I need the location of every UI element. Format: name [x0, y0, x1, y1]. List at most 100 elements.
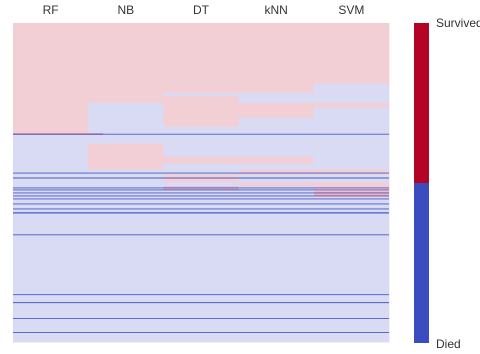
column-label-NB: NB	[117, 3, 134, 17]
heatmap-cell-RF-run-10	[13, 143, 89, 157]
heatmap-grid	[13, 23, 390, 343]
heatmap-cell-NB-run-11	[88, 156, 164, 164]
heatmap-cell-SVM-run-13	[313, 169, 390, 175]
heatmap-cell-RF-run-9	[13, 134, 89, 145]
heatmap-cell-kNN-run-15	[238, 182, 315, 187]
heatmap-cell-SVM-run-1	[313, 83, 390, 94]
heatmap-cell-RF-run-16	[13, 186, 89, 192]
heatmap-cell-RF-run-18	[13, 197, 89, 343]
heatmap-cell-NB-run-12	[88, 163, 164, 170]
heatmap-cell-DT-run-14	[163, 174, 239, 183]
heatmap-cell-DT-run-11	[163, 156, 239, 164]
heatmap-cell-NB-run-16	[88, 186, 164, 192]
heatmap-cell-SVM-run-7	[313, 126, 390, 135]
heatmap-cell-NB-run-18	[88, 197, 164, 343]
heatmap-cell-kNN-run-14	[238, 174, 315, 183]
column-label-RF: RF	[43, 3, 59, 17]
heatmap-cell-kNN-run-5	[238, 107, 315, 119]
heatmap-cell-SVM-run-16	[313, 186, 390, 192]
heatmap-cell-kNN-run-12	[238, 163, 315, 170]
heatmap-cell-RF-run-11	[13, 156, 89, 164]
heatmap-cell-NB-run-10	[88, 143, 164, 157]
heatmap-cell-DT-run-7	[163, 126, 239, 135]
heatmap-cell-kNN-run-7	[238, 126, 315, 135]
heatmap-cell-kNN-run-6	[238, 117, 315, 128]
heatmap-cell-SVM-run-2	[313, 92, 390, 97]
heatmap-cell-NB-run-6	[88, 117, 164, 128]
heatmap-cell-NB-run-7	[88, 126, 164, 135]
heatmap-cell-RF-run-13	[13, 169, 89, 175]
column-label-DT: DT	[193, 3, 210, 17]
heatmap-cell-NB-run-5	[88, 107, 164, 119]
heatmap-cell-NB-run-4	[88, 102, 164, 109]
heatmap-cell-DT-run-10	[163, 143, 239, 157]
heatmap-cell-RF-run-2	[13, 92, 89, 97]
heatmap-cell-SVM-run-9	[313, 134, 390, 145]
heatmap-cell-RF-run-7	[13, 126, 89, 135]
heatmap-cell-DT-run-9	[163, 134, 239, 145]
heatmap-cell-DT-run-2	[163, 92, 239, 97]
colorbar: Survived Died	[414, 16, 480, 351]
heatmap-cell-NB-run-3	[88, 95, 164, 104]
heatmap-cell-NB-run-1	[88, 83, 164, 94]
heatmap-cell-SVM-run-3	[313, 95, 390, 104]
heatmap-cell-DT-run-5	[163, 107, 239, 119]
heatmap-cell-DT-run-15	[163, 182, 239, 187]
heatmap-cell-kNN-run-10	[238, 143, 315, 157]
heatmap-cell-kNN-run-18	[238, 197, 315, 343]
heatmap-cell-DT-run-12	[163, 163, 239, 170]
heatmap-cell-SVM-run-6	[313, 117, 390, 128]
heatmap-cell-RF-run-17	[13, 191, 89, 198]
heatmap-cell-DT-run-3	[163, 95, 239, 104]
heatmap-cell-SVM-run-4	[313, 102, 390, 109]
colorbar-label-died: Died	[436, 337, 461, 351]
heatmap-cell-kNN-run-0	[238, 23, 315, 85]
colorbar-label-survived: Survived	[436, 16, 480, 30]
heatmap-cell-kNN-run-1	[238, 83, 315, 94]
colorbar-died-swatch	[414, 183, 429, 343]
heatmap-cell-SVM-run-0	[313, 23, 390, 85]
heatmap-cell-SVM-run-11	[313, 156, 390, 164]
heatmap-cell-NB-run-15	[88, 182, 164, 187]
column-labels: RF NB DT kNN SVM	[43, 3, 365, 17]
heatmap-cell-DT-run-4	[163, 102, 239, 109]
heatmap-cell-NB-run-9	[88, 134, 164, 145]
heatmap-cell-kNN-run-17	[238, 191, 315, 198]
heatmap-cell-SVM-run-14	[313, 174, 390, 183]
heatmap-cell-RF-run-4	[13, 102, 89, 109]
heatmap-cell-NB-run-14	[88, 174, 164, 183]
heatmap-cell-SVM-run-5	[313, 107, 390, 119]
heatmap-cell-RF-run-14	[13, 174, 89, 183]
heatmap-highlight-band	[163, 186, 239, 191]
heatmap-cell-DT-run-13	[163, 169, 239, 175]
column-label-SVM: SVM	[338, 3, 364, 17]
heatmap-cell-DT-run-18	[163, 197, 239, 343]
heatmap-cell-kNN-run-13	[238, 169, 315, 175]
heatmap-cell-RF-run-6	[13, 117, 89, 128]
heatmap-cell-RF-run-15	[13, 182, 89, 187]
heatmap-cell-kNN-run-2	[238, 92, 315, 97]
heatmap-cell-NB-run-2	[88, 92, 164, 97]
heatmap-highlight-band	[313, 191, 389, 197]
heatmap-cell-kNN-run-11	[238, 156, 315, 164]
heatmap-cell-NB-run-0	[88, 23, 164, 85]
heatmap-cell-kNN-run-4	[238, 102, 315, 109]
heatmap-cell-DT-run-17	[163, 191, 239, 198]
heatmap-cell-DT-run-6	[163, 117, 239, 128]
heatmap-cell-RF-run-3	[13, 95, 89, 104]
heatmap-cell-NB-run-17	[88, 191, 164, 198]
heatmap-cell-SVM-run-12	[313, 163, 390, 170]
heatmap-cell-kNN-run-9	[238, 134, 315, 145]
heatmap-cell-RF-run-12	[13, 163, 89, 170]
heatmap-cell-RF-run-5	[13, 107, 89, 119]
row-separator-lines	[13, 133, 389, 333]
heatmap-cell-kNN-run-16	[238, 186, 315, 192]
heatmap-cell-RF-run-1	[13, 83, 89, 94]
heatmap-cell-SVM-run-10	[313, 143, 390, 157]
heatmap-cell-DT-run-0	[163, 23, 239, 85]
column-label-kNN: kNN	[265, 3, 288, 17]
heatmap-cell-SVM-run-15	[313, 182, 390, 187]
heatmap-cell-NB-run-13	[88, 169, 164, 175]
heatmap-cell-DT-run-1	[163, 83, 239, 94]
